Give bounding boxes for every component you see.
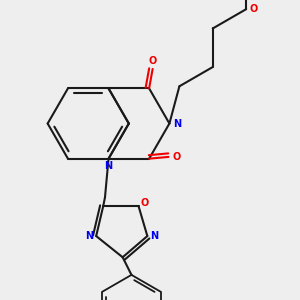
Text: N: N [104,161,112,171]
Text: O: O [140,197,148,208]
Text: N: N [150,231,158,241]
Text: O: O [250,4,258,14]
Text: N: N [85,231,93,241]
Text: N: N [173,118,181,128]
Text: O: O [172,152,181,162]
Text: O: O [148,56,157,66]
